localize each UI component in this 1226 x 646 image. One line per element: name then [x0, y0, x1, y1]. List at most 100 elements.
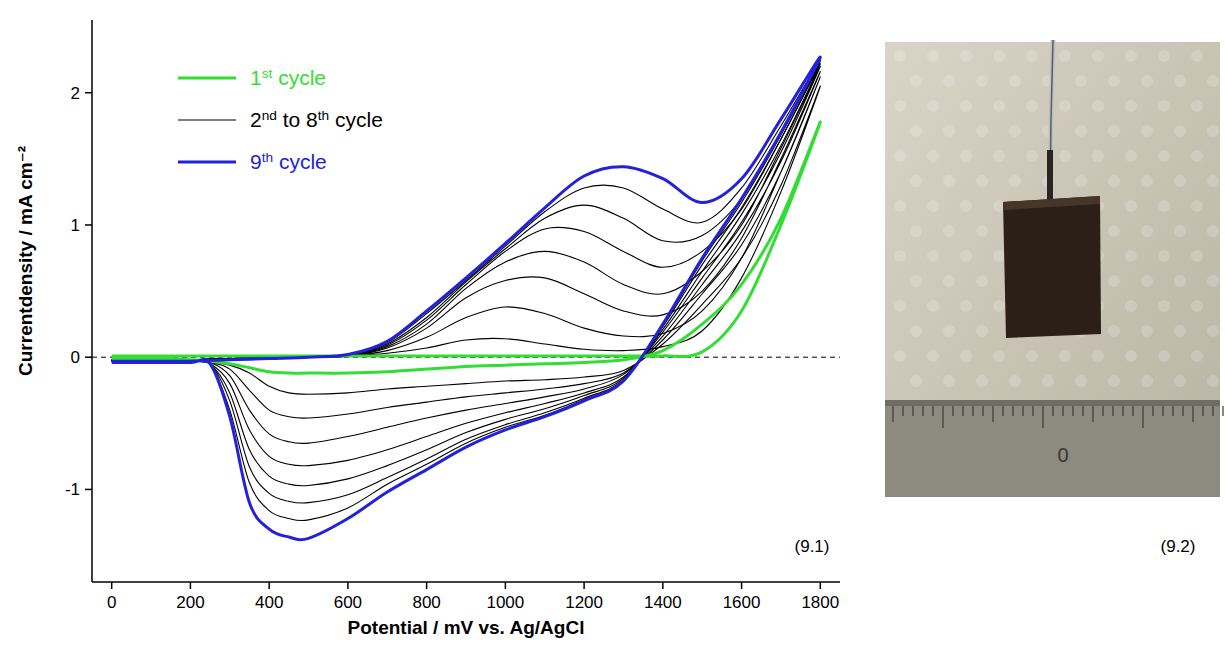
texture-dot: [1026, 350, 1038, 362]
texture-dot: [1207, 325, 1219, 337]
texture-dot: [1141, 175, 1153, 187]
text-part: cycle: [273, 150, 327, 173]
texture-dot: [1125, 300, 1137, 312]
texture-dot: [943, 175, 955, 187]
superscript: st: [262, 66, 273, 81]
y-tick: [85, 356, 92, 358]
texture-dot: [1174, 375, 1186, 387]
texture-dot: [1059, 150, 1071, 162]
ruler-tick: [1022, 406, 1023, 416]
ruler-tick: [1092, 406, 1093, 422]
ruler-tick: [1102, 406, 1103, 416]
texture-dot: [1125, 100, 1137, 112]
texture-dot: [910, 175, 922, 187]
x-axis-title: Potential / mV vs. Ag/AgCl: [348, 617, 585, 638]
superscript: th: [262, 150, 273, 165]
ruler-tick: [1172, 406, 1173, 416]
texture-dot: [1108, 225, 1120, 237]
texture-dot: [1108, 75, 1120, 87]
x-tick: [583, 582, 585, 589]
cv-curve: [112, 122, 821, 373]
ruler-tick: [1112, 406, 1113, 416]
texture-dot: [960, 50, 972, 62]
y-tick-label: 0: [71, 348, 80, 367]
texture-dot: [910, 325, 922, 337]
texture-dot: [1158, 50, 1170, 62]
texture-dot: [960, 250, 972, 262]
ruler-tick: [1162, 406, 1163, 416]
texture-dot: [1125, 200, 1137, 212]
texture-dot: [910, 375, 922, 387]
x-tick-label: 1600: [723, 593, 761, 612]
texture-dot: [993, 300, 1005, 312]
texture-dot: [1009, 175, 1021, 187]
curves: [112, 57, 821, 540]
texture-dot: [993, 350, 1005, 362]
x-tick: [190, 582, 192, 589]
texture-dot: [960, 150, 972, 162]
texture-dot: [1092, 150, 1104, 162]
ruler-tick: [1072, 406, 1073, 416]
texture-dot: [927, 150, 939, 162]
texture-dot: [960, 350, 972, 362]
texture-dot: [943, 75, 955, 87]
texture-dot: [1125, 50, 1137, 62]
ruler-tick: [1192, 406, 1193, 422]
x-tick: [426, 582, 428, 589]
texture-dot: [1108, 125, 1120, 137]
y-tick: [85, 224, 92, 226]
ruler-edge: [885, 400, 1220, 406]
texture-dot: [910, 75, 922, 87]
x-tick: [741, 582, 743, 589]
texture-dot: [960, 100, 972, 112]
texture-dot: [1009, 375, 1021, 387]
text-part: 1: [250, 66, 262, 89]
texture-dot: [1009, 75, 1021, 87]
texture-dot: [1191, 200, 1203, 212]
texture-dot: [1092, 100, 1104, 112]
texture-dot: [1075, 175, 1087, 187]
texture-dot: [976, 75, 988, 87]
y-axis-title: Currentdensity / mA cm⁻²: [15, 146, 36, 376]
y-axis-line: [91, 20, 93, 582]
x-tick: [111, 582, 113, 589]
texture-dot: [1125, 150, 1137, 162]
texture-dot: [1191, 100, 1203, 112]
text-part: 2: [250, 108, 262, 131]
y-tick-label: -1: [65, 480, 80, 499]
texture-dot: [1059, 100, 1071, 112]
cv-curve: [112, 72, 821, 444]
ruler-tick: [932, 406, 933, 416]
texture-dot: [894, 150, 906, 162]
texture-dot: [1174, 75, 1186, 87]
texture-dot: [894, 300, 906, 312]
texture-dot: [1191, 350, 1203, 362]
texture-dot: [1191, 300, 1203, 312]
texture-dot: [1026, 100, 1038, 112]
text-part: cycle: [272, 66, 326, 89]
ruler-tick: [1032, 406, 1033, 416]
ruler-tick: [1202, 406, 1203, 416]
ruler-tick: [952, 406, 953, 416]
contact: [1047, 150, 1053, 200]
texture-dot: [894, 350, 906, 362]
text-part: to 8: [277, 108, 318, 131]
texture-dot: [1141, 375, 1153, 387]
texture-dot: [943, 125, 955, 137]
texture-dot: [976, 325, 988, 337]
y-tick: [85, 92, 92, 94]
ruler-tick: [982, 406, 983, 416]
x-tick-label: 1000: [486, 593, 524, 612]
texture-dot: [1158, 200, 1170, 212]
texture-dot: [1174, 125, 1186, 137]
cv-curve: [112, 64, 821, 486]
texture-dot: [1174, 325, 1186, 337]
texture-dot: [1191, 250, 1203, 262]
texture-dot: [976, 375, 988, 387]
ruler-tick: [1152, 406, 1153, 416]
texture-dot: [1108, 275, 1120, 287]
texture-dot: [1158, 250, 1170, 262]
texture-dot: [1158, 100, 1170, 112]
texture-dot: [1141, 125, 1153, 137]
x-tick: [505, 582, 507, 589]
